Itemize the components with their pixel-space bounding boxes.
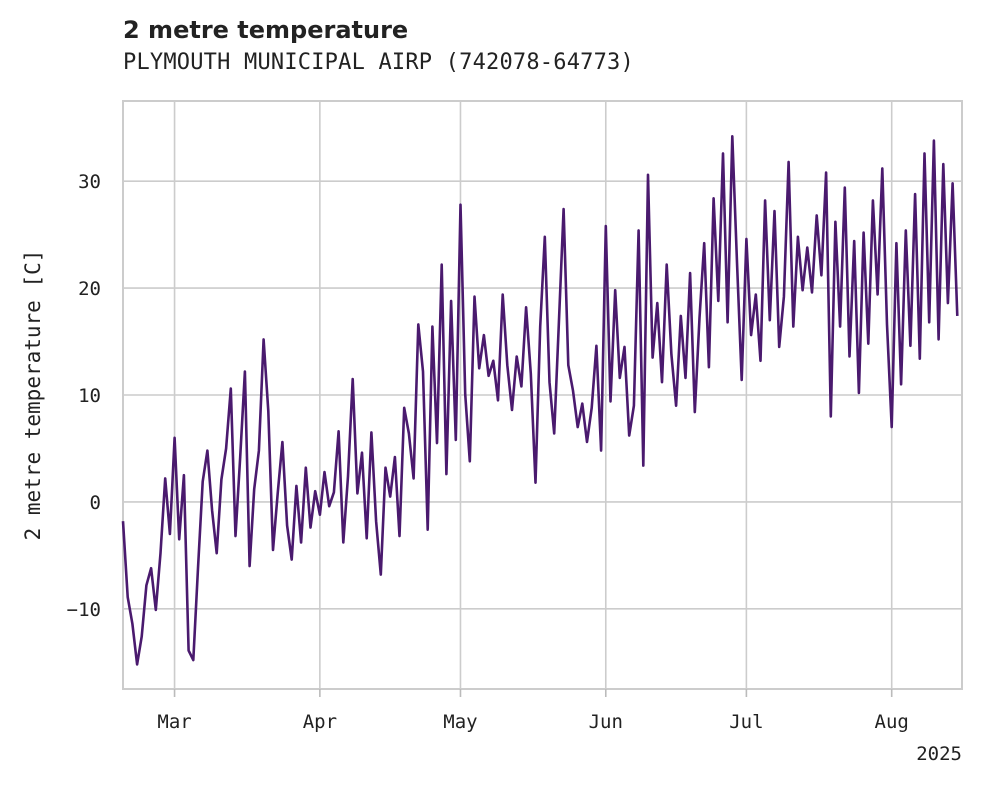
y-axis-ticks: −10 0 10 20 30 <box>67 171 101 621</box>
y-tick-label: −10 <box>67 599 101 621</box>
x-axis-ticks: Mar Apr May Jun Jul Aug <box>157 689 909 733</box>
grid-lines <box>123 101 962 689</box>
x-tick-label: Jun <box>589 711 623 733</box>
x-tick-label: Aug <box>875 711 909 733</box>
x-tick-label: May <box>443 711 477 733</box>
y-tick-label: 20 <box>78 278 101 300</box>
x-tick-label: Apr <box>303 711 337 733</box>
chart-subtitle: PLYMOUTH MUNICIPAL AIRP (742078-64773) <box>123 50 634 75</box>
y-tick-label: 10 <box>78 385 101 407</box>
x-tick-label: Jul <box>729 711 763 733</box>
chart-title: 2 metre temperature <box>123 16 409 44</box>
plot-frame <box>122 100 963 690</box>
x-tick-label: Mar <box>157 711 191 733</box>
x-axis-year-label: 2025 <box>916 743 962 765</box>
y-tick-label: 30 <box>78 171 101 193</box>
y-axis-label: 2 metre temperature [C] <box>21 250 45 541</box>
y-tick-label: 0 <box>90 492 101 514</box>
series-line <box>121 135 959 666</box>
